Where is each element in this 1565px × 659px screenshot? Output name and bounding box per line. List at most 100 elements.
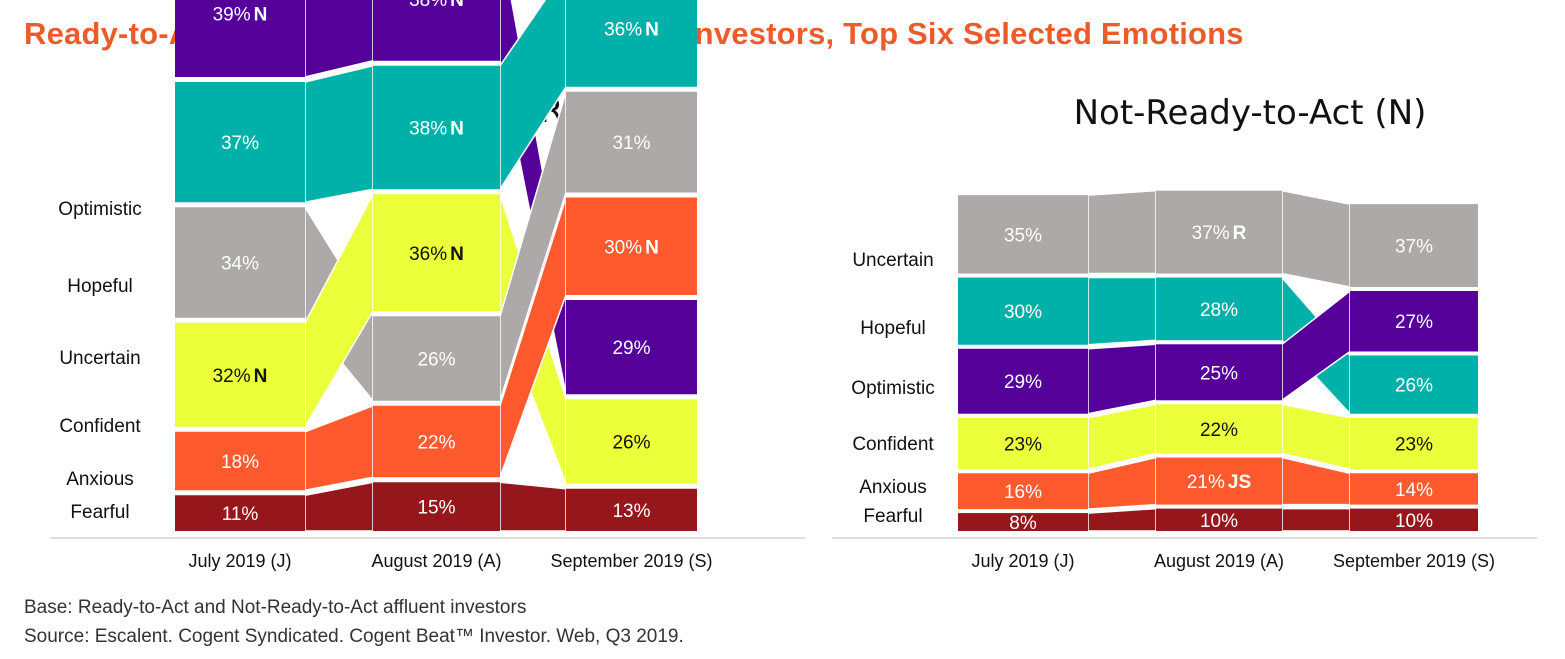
- significance-marker: N: [450, 244, 464, 265]
- data-label-fearful-2: 10%: [1200, 511, 1238, 532]
- significance-marker: JS: [1228, 472, 1251, 493]
- data-label-hopeful-3: 26%: [1395, 376, 1433, 397]
- connector-optimistic: [304, 0, 374, 78]
- data-label-fearful-1: 11%: [222, 504, 259, 525]
- significance-marker: N: [450, 0, 464, 11]
- data-label-fearful-1: 8%: [1009, 513, 1037, 534]
- connector-optimistic: [1087, 343, 1157, 415]
- data-label-anxious-3: 14%: [1395, 480, 1433, 501]
- data-label-confident-2: 22%: [1200, 420, 1238, 441]
- bar-hopeful-3: [566, 0, 697, 87]
- bar-anxious-1: [958, 473, 1088, 510]
- x-tick-label: July 2019 (J): [188, 551, 291, 571]
- data-label-hopeful-2: 38% N: [409, 119, 464, 140]
- data-label-confident-1: 23%: [1004, 434, 1042, 455]
- row-label-anxious: Anxious: [859, 477, 927, 498]
- bar-hopeful-2: [373, 65, 500, 190]
- data-label-confident-1: 32% N: [213, 366, 268, 387]
- data-label-fearful-2: 15%: [417, 498, 455, 519]
- significance-marker: R: [1233, 223, 1247, 244]
- bar-fearful-1: [958, 513, 1088, 531]
- bar-anxious-3: [1350, 473, 1478, 505]
- data-label-optimistic-1: 29%: [1004, 372, 1042, 393]
- bar-optimistic-3: [1350, 291, 1478, 352]
- bar-confident-3: [1350, 417, 1478, 470]
- ready-to-act-chart: Ready-to-Act (R)39%N37%34%32%N18%11%38%N…: [50, 0, 805, 571]
- data-label-uncertain-3: 31%: [612, 133, 650, 154]
- connector-uncertain: [1087, 189, 1157, 275]
- data-label-anxious-1: 18%: [221, 452, 259, 473]
- data-label-fearful-3: 13%: [612, 501, 650, 522]
- bar-hopeful-1: [175, 82, 305, 203]
- bar-anxious-2: [373, 405, 500, 478]
- not-ready-to-act-chart: Not-Ready-to-Act (N) 35% 30% 29% 23% 16% 8% 37%…: [832, 93, 1537, 571]
- data-label-anxious-2: 21% JS: [1187, 472, 1251, 493]
- bar-uncertain-2: [1156, 190, 1282, 274]
- data-label-hopeful-1: 37%: [221, 133, 259, 154]
- data-label-hopeful-3: 36% N: [604, 19, 659, 40]
- significance-marker: N: [450, 119, 464, 140]
- bar-anxious-1: [175, 431, 305, 491]
- bar-confident-2: [373, 194, 500, 312]
- bar-hopeful-2: [1156, 277, 1282, 341]
- bar-optimistic-3: [566, 300, 697, 395]
- bar-confident-1: [958, 417, 1088, 470]
- source-note: Source: Escalent. Cogent Syndicated. Cog…: [24, 626, 684, 647]
- bar-fearful-2: [373, 482, 500, 531]
- bar-optimistic-1: [175, 0, 305, 77]
- bar-optimistic-2: [1156, 344, 1282, 401]
- row-label-optimistic: Optimistic: [58, 199, 141, 220]
- bar-fearful-2: [1156, 508, 1282, 531]
- significance-marker: N: [645, 237, 659, 258]
- row-label-fearful: Fearful: [70, 502, 129, 523]
- data-label-hopeful-2: 28%: [1200, 300, 1238, 321]
- data-label-confident-3: 23%: [1395, 434, 1433, 455]
- x-tick-label: September 2019 (S): [550, 551, 712, 571]
- data-label-fearful-3: 10%: [1395, 511, 1433, 532]
- significance-marker: N: [254, 5, 268, 26]
- x-tick-label: September 2019 (S): [1333, 551, 1495, 571]
- data-label-optimistic-1: 39% N: [213, 5, 268, 26]
- bar-uncertain-3: [566, 91, 697, 193]
- bar-anxious-3: [566, 197, 697, 295]
- connector-hopeful: [304, 64, 374, 204]
- row-label-optimistic: Optimistic: [851, 378, 934, 399]
- row-label-fearful: Fearful: [863, 506, 922, 527]
- bar-uncertain-3: [1350, 204, 1478, 287]
- connector-fearful: [1087, 507, 1157, 532]
- bar-confident-3: [566, 399, 697, 484]
- data-label-anxious-1: 16%: [1004, 482, 1042, 503]
- data-label-optimistic-2: 25%: [1200, 363, 1238, 384]
- bar-optimistic-2: [373, 0, 500, 61]
- bar-hopeful-1: [958, 277, 1088, 345]
- connector-anxious: [304, 404, 374, 492]
- bar-anxious-2: [1156, 457, 1282, 505]
- data-label-confident-3: 26%: [612, 433, 650, 454]
- connector-fearful: [304, 481, 374, 532]
- data-label-optimistic-3: 27%: [1395, 312, 1433, 333]
- row-label-confident: Confident: [59, 416, 141, 437]
- row-label-anxious: Anxious: [66, 469, 134, 490]
- bar-confident-1: [175, 322, 305, 427]
- base-note: Base: Ready-to-Act and Not-Ready-to-Act …: [24, 597, 527, 618]
- data-label-uncertain-2: 26%: [417, 350, 455, 371]
- row-label-hopeful: Hopeful: [860, 318, 926, 339]
- data-label-anxious-2: 22%: [417, 433, 455, 454]
- row-label-uncertain: Uncertain: [59, 348, 140, 369]
- footer: Base: Ready-to-Act and Not-Ready-to-Act …: [24, 593, 684, 651]
- connector-fearful: [499, 481, 567, 532]
- data-label-optimistic-2: 38% N: [409, 0, 464, 11]
- row-label-hopeful: Hopeful: [67, 276, 133, 297]
- bar-optimistic-1: [958, 348, 1088, 414]
- data-label-confident-2: 36% N: [409, 244, 464, 265]
- data-label-hopeful-1: 30%: [1004, 302, 1042, 323]
- data-label-optimistic-3: 29%: [612, 338, 650, 359]
- data-label-uncertain-3: 37%: [1395, 237, 1433, 258]
- connector-fearful: [1281, 507, 1351, 532]
- data-label-anxious-3: 30% N: [604, 237, 659, 258]
- row-label-uncertain: Uncertain: [852, 250, 933, 271]
- data-label-uncertain-2: 37% R: [1192, 223, 1247, 244]
- bar-hopeful-3: [1350, 355, 1478, 414]
- data-label-uncertain-1: 34%: [221, 254, 259, 275]
